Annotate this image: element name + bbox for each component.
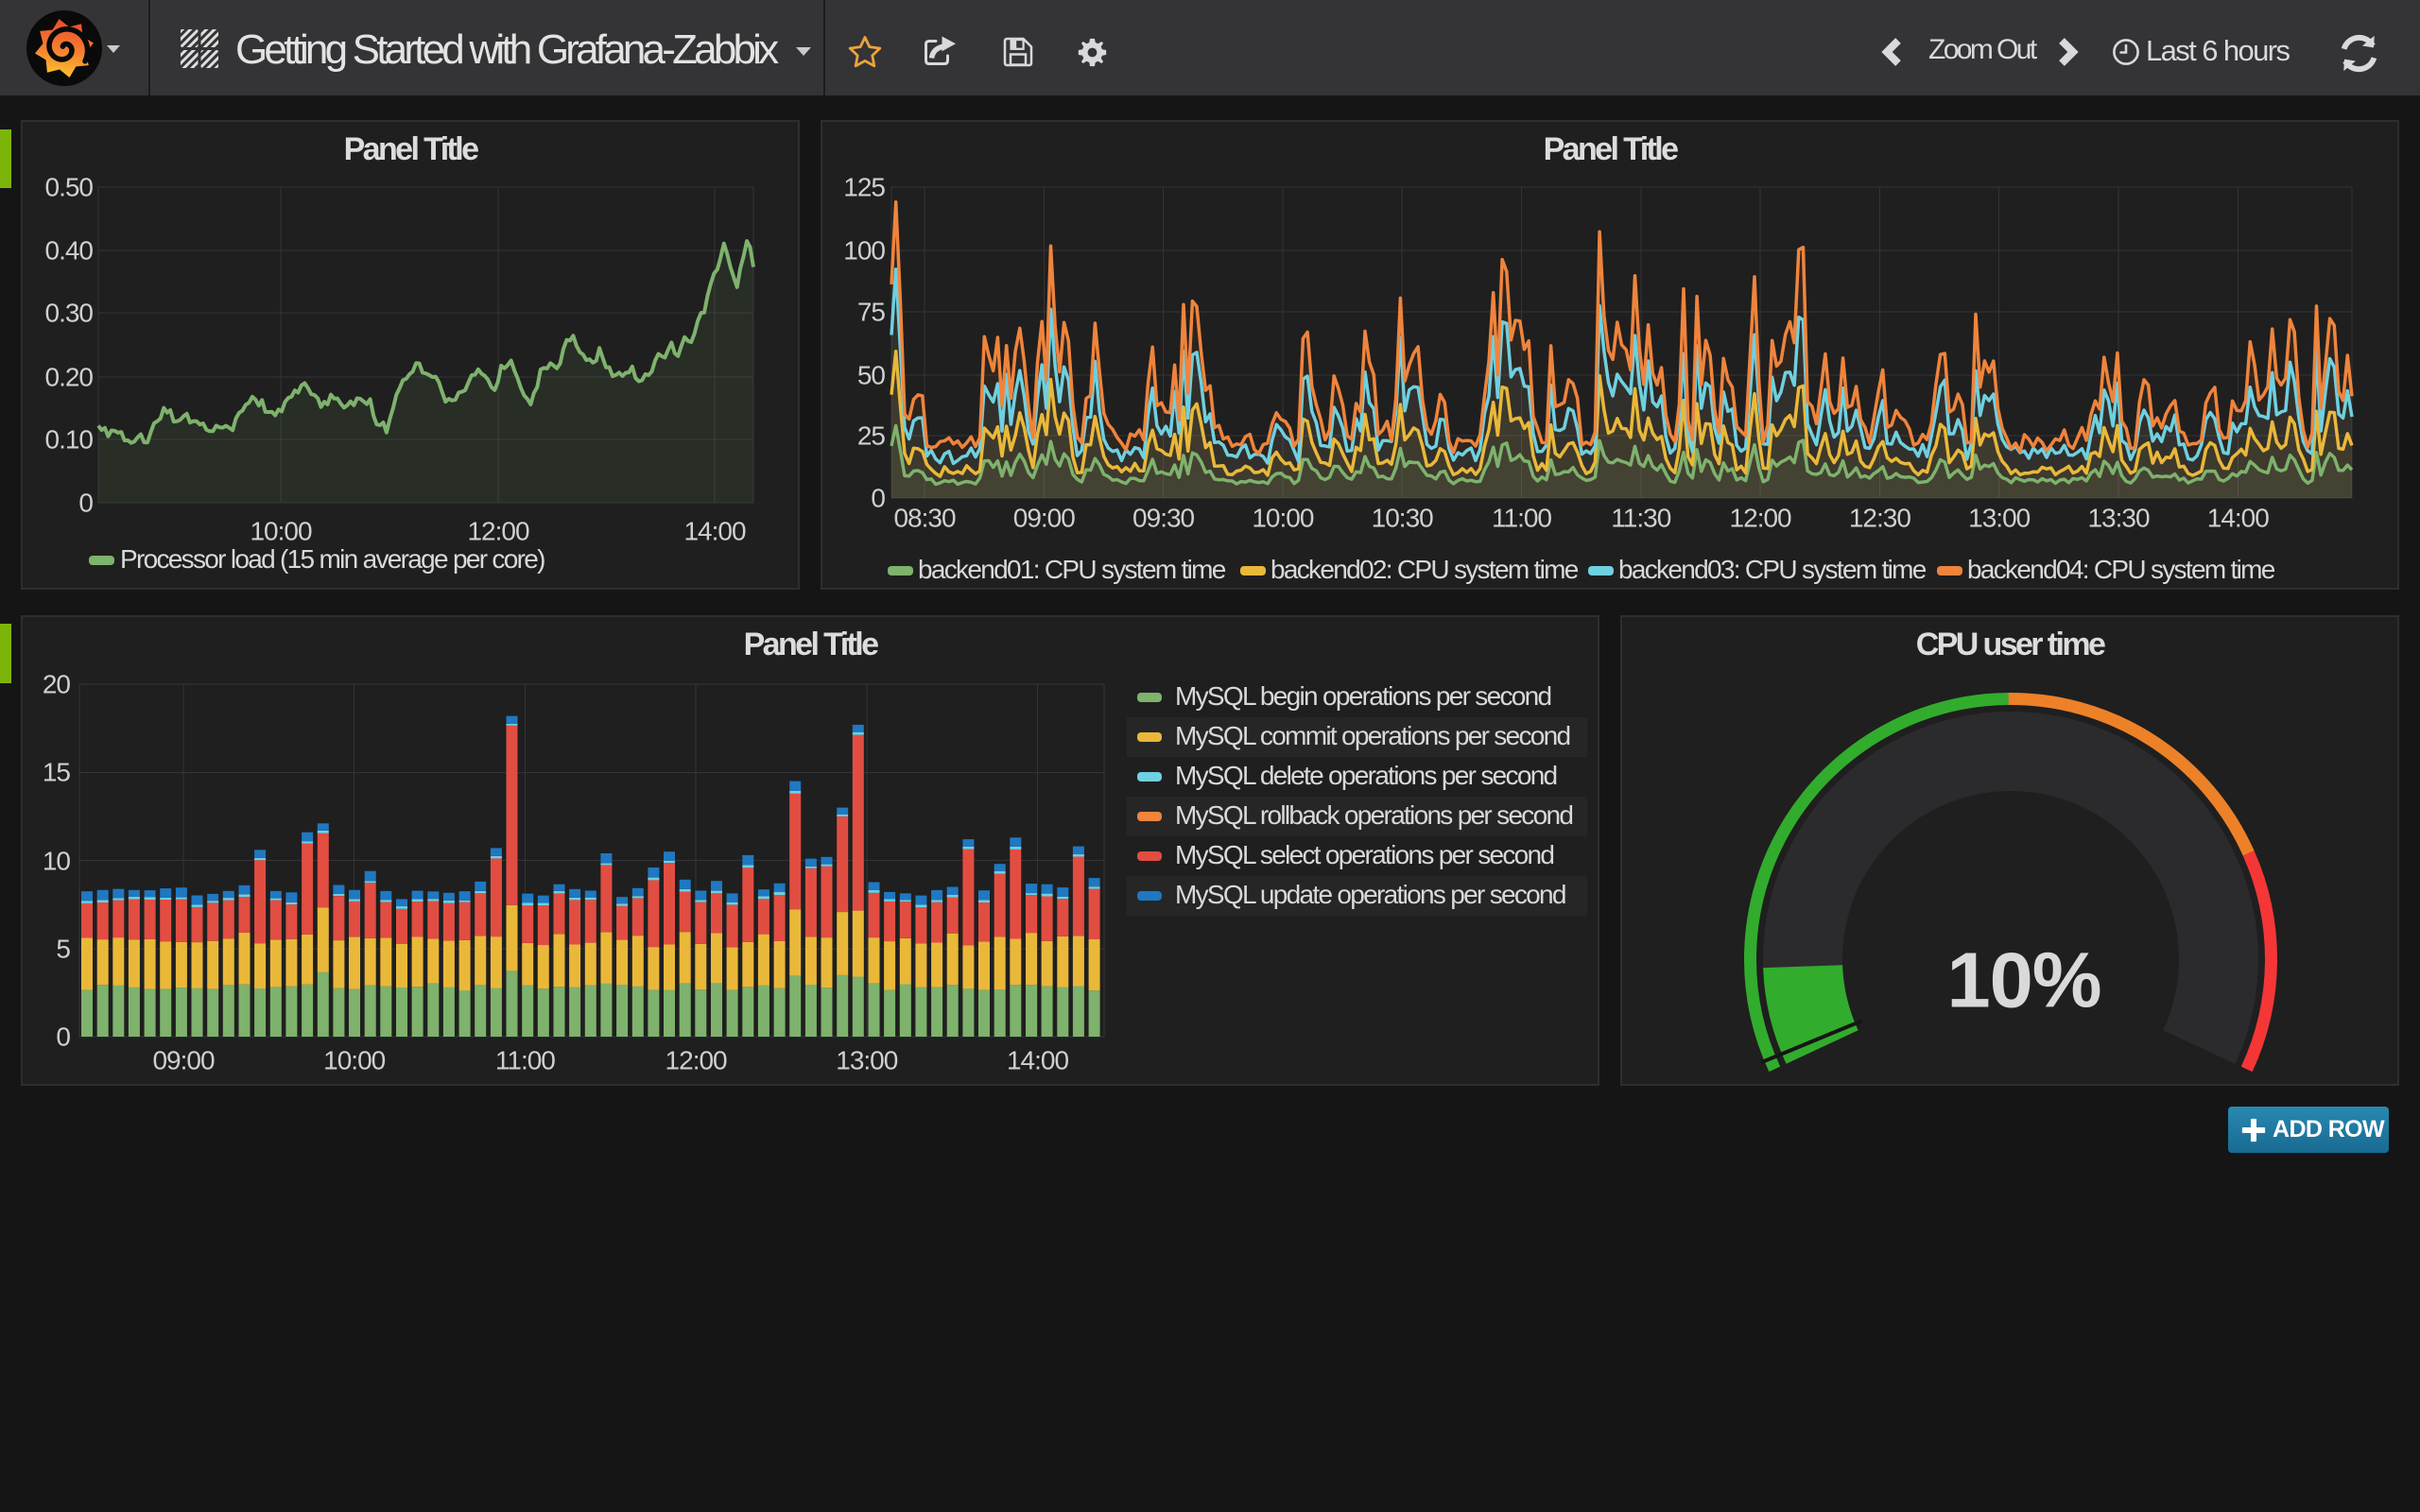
svg-text:0: 0	[56, 1022, 70, 1052]
svg-text:13:00: 13:00	[836, 1046, 897, 1075]
svg-text:0: 0	[78, 489, 93, 518]
svg-text:09:00: 09:00	[1013, 504, 1075, 533]
svg-text:12:30: 12:30	[1849, 504, 1910, 533]
svg-text:10: 10	[43, 847, 71, 876]
svg-text:10:00: 10:00	[323, 1046, 385, 1075]
svg-text:14:00: 14:00	[683, 517, 745, 546]
svg-text:25: 25	[857, 421, 886, 451]
svg-text:12:00: 12:00	[666, 1046, 727, 1075]
svg-text:13:30: 13:30	[2087, 504, 2149, 533]
svg-text:11:30: 11:30	[1611, 504, 1670, 533]
svg-text:20: 20	[43, 670, 71, 699]
svg-text:13:00: 13:00	[1968, 504, 2030, 533]
svg-text:14:00: 14:00	[2207, 504, 2269, 533]
svg-text:5: 5	[56, 935, 70, 964]
svg-text:11:00: 11:00	[1492, 504, 1551, 533]
svg-text:11:00: 11:00	[495, 1046, 555, 1075]
svg-text:0.10: 0.10	[45, 425, 94, 455]
svg-text:12:00: 12:00	[1730, 504, 1791, 533]
svg-text:10%: 10%	[1946, 936, 2100, 1024]
svg-text:12:00: 12:00	[467, 517, 528, 546]
svg-text:0.30: 0.30	[45, 299, 94, 328]
svg-text:0.40: 0.40	[45, 236, 94, 266]
svg-text:125: 125	[843, 173, 885, 202]
svg-text:15: 15	[43, 758, 71, 787]
svg-text:0.20: 0.20	[45, 363, 94, 392]
svg-text:08:30: 08:30	[893, 504, 955, 533]
svg-text:10:00: 10:00	[250, 517, 311, 546]
svg-text:10:30: 10:30	[1372, 504, 1433, 533]
svg-text:100: 100	[843, 236, 885, 266]
svg-text:75: 75	[857, 298, 886, 327]
svg-text:50: 50	[857, 361, 886, 390]
svg-text:10:00: 10:00	[1252, 504, 1313, 533]
svg-text:09:00: 09:00	[152, 1046, 214, 1075]
svg-text:0.50: 0.50	[45, 173, 94, 202]
svg-text:14:00: 14:00	[1007, 1046, 1068, 1075]
svg-text:0: 0	[871, 484, 885, 513]
svg-text:09:30: 09:30	[1132, 504, 1194, 533]
